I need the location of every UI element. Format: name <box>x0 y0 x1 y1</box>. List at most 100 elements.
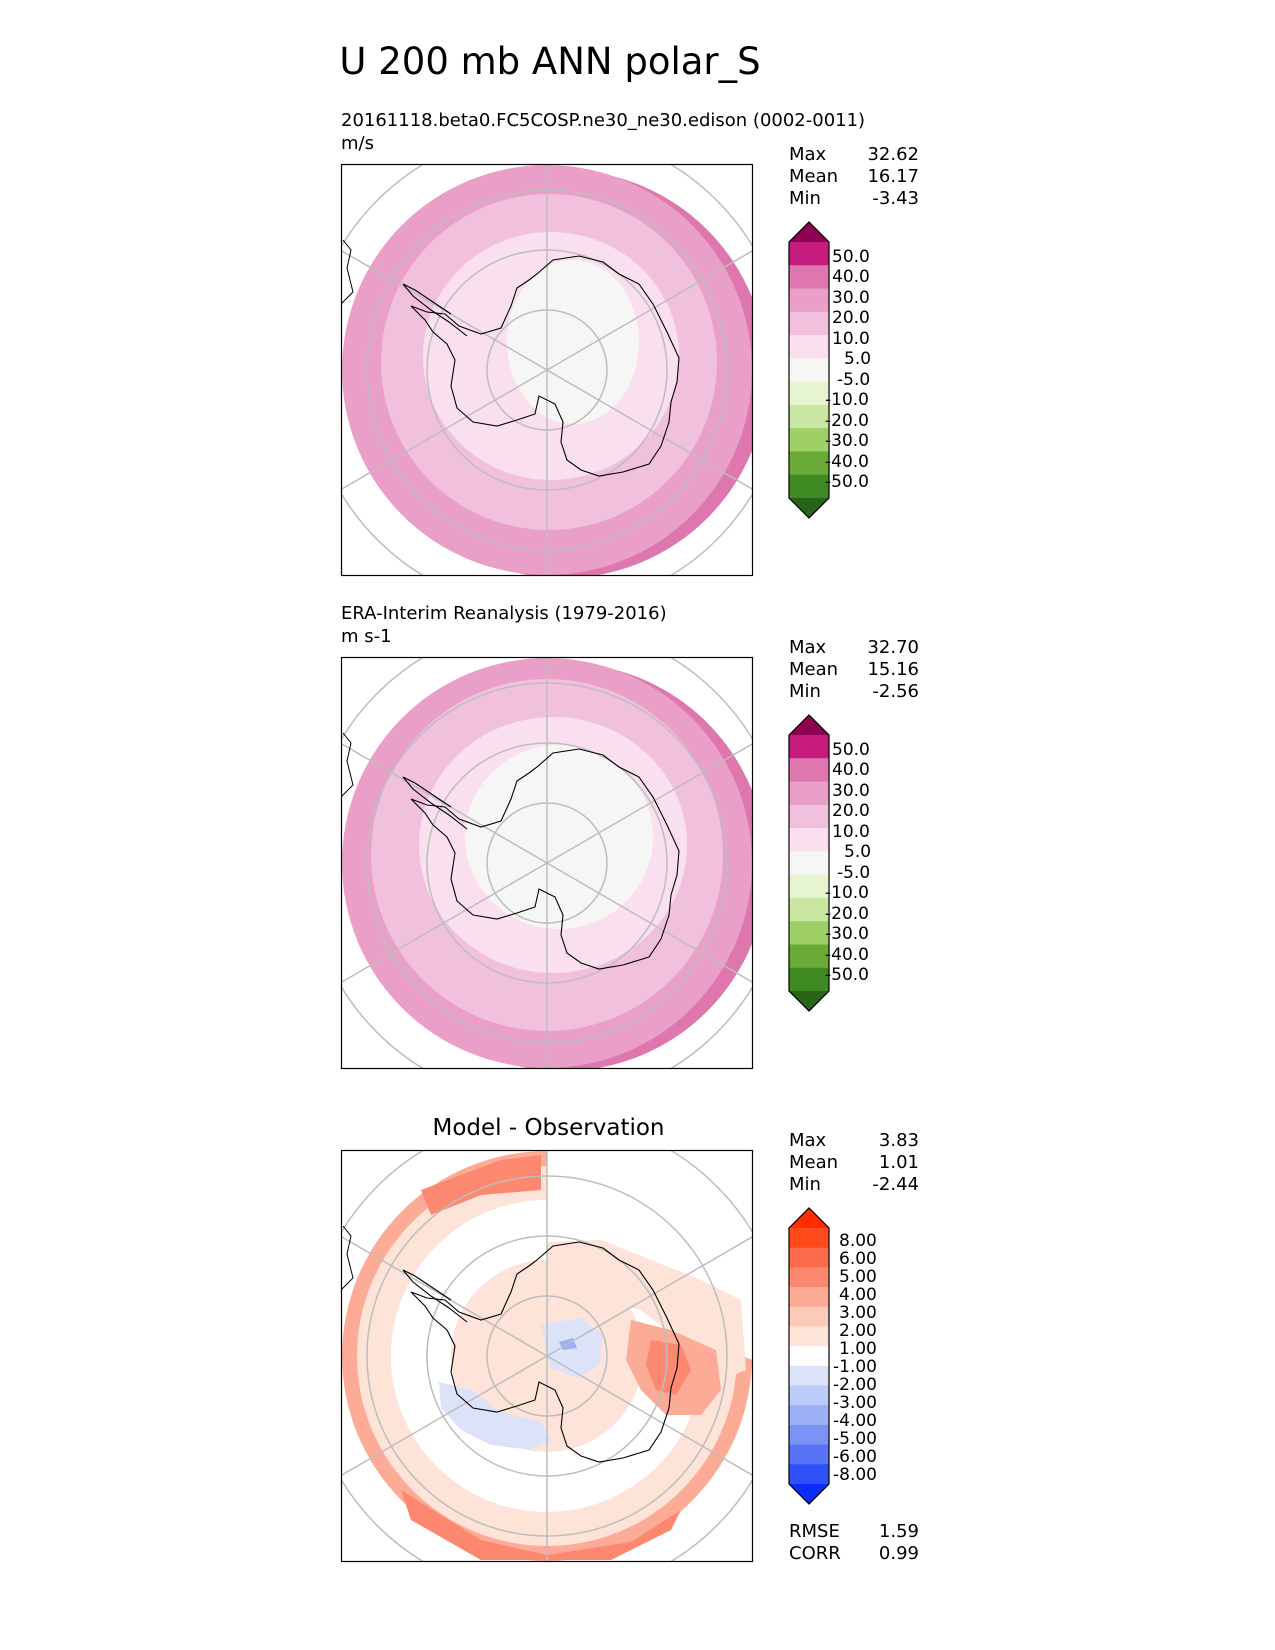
panel-3-heading: Model - Observation <box>432 1115 665 1141</box>
stat-label: Min <box>789 1174 821 1195</box>
colorbar-tick: 30.0 <box>832 288 870 308</box>
colorbar-tick: -10.0 <box>825 883 869 903</box>
stat-label: Mean <box>789 659 839 680</box>
colorbar-segment <box>789 1464 829 1485</box>
colorbar-tick: -50.0 <box>825 472 869 492</box>
panel-1-stats: Max 32.62 Mean 16.17 Min -3.43 <box>789 144 919 210</box>
metric-value: 1.59 <box>878 1521 919 1542</box>
colorbar-segment <box>789 1385 829 1406</box>
metric-value: 0.99 <box>878 1543 919 1564</box>
colorbar-tick: 20.0 <box>832 308 870 328</box>
colorbar-tick: 1.00 <box>839 1339 877 1359</box>
map-1-peninsula <box>402 283 468 337</box>
colorbar-tick: -4.00 <box>833 1411 877 1431</box>
colorbar-segment <box>789 474 829 499</box>
colorbar-segment <box>789 828 829 852</box>
panel-2-units: m s-1 <box>341 626 392 647</box>
map-2-coastline <box>410 748 680 970</box>
colorbar-tick: 20.0 <box>832 801 870 821</box>
colorbar-tick: 40.0 <box>832 760 870 780</box>
colorbar-segment <box>789 358 829 383</box>
colorbar-segment <box>789 1444 829 1465</box>
colorbar-extension-top <box>789 715 829 735</box>
colorbar-tick: -20.0 <box>825 904 869 924</box>
colorbar-tick: -5.00 <box>833 1429 877 1449</box>
colorbar-tick: -10.0 <box>825 390 869 410</box>
panel-3-metrics: RMSE 1.59 CORR 0.99 <box>789 1521 919 1565</box>
colorbar-segment <box>789 1228 829 1249</box>
stat-label: Mean <box>789 1152 839 1173</box>
colorbar-extension-bottom <box>789 1484 829 1504</box>
colorbar-segment <box>789 404 829 429</box>
colorbar-tick: -1.00 <box>833 1357 877 1377</box>
colorbar-extension-bottom <box>789 991 829 1011</box>
colorbar-segment <box>789 758 829 783</box>
colorbar-tick: -40.0 <box>825 945 869 965</box>
stat-value: 3.83 <box>878 1130 919 1151</box>
colorbar-segment <box>789 335 829 359</box>
colorbar-segment <box>789 735 829 759</box>
colorbar-outline <box>788 221 830 519</box>
colorbar-segment <box>789 1267 829 1288</box>
colorbar-segment <box>789 1306 829 1327</box>
colorbar-segment <box>789 921 829 945</box>
stat-value: 15.16 <box>867 659 919 680</box>
colorbar-tick: 40.0 <box>832 267 870 287</box>
stat-value: 1.01 <box>878 1152 919 1173</box>
colorbar-segment <box>789 311 829 336</box>
stat-label: Max <box>789 144 827 165</box>
colorbar-segment <box>789 874 829 899</box>
colorbar-segment <box>789 897 829 922</box>
colorbar-tick: -30.0 <box>825 431 869 451</box>
colorbar-segment <box>789 1365 829 1387</box>
map-1-band-near-zero <box>507 260 639 424</box>
colorbar-tick: -40.0 <box>825 452 869 472</box>
colorbar-segment <box>789 242 829 266</box>
figure-title: U 200 mb ANN polar_S <box>339 40 761 83</box>
map-3-south-america-tip <box>341 1225 354 1291</box>
colorbar-tick: -5.0 <box>837 370 871 390</box>
metric-label: CORR <box>789 1543 841 1564</box>
colorbar-tick: -50.0 <box>825 965 869 985</box>
colorbar-tick: 50.0 <box>832 740 870 760</box>
colorbar-segment <box>789 1424 829 1446</box>
panel-2-colorbar <box>788 714 830 1012</box>
colorbar-tick: 5.0 <box>844 349 872 369</box>
colorbar-tick: -6.00 <box>833 1447 877 1467</box>
colorbar-tick: 5.0 <box>844 842 872 862</box>
colorbar-segment <box>789 381 829 406</box>
colorbar-tick: -2.00 <box>833 1375 877 1395</box>
stat-value: -2.56 <box>872 681 919 702</box>
colorbar-tick: 6.00 <box>839 1249 877 1269</box>
panel-1-colorbar <box>788 221 830 519</box>
colorbar-tick: 30.0 <box>832 781 870 801</box>
stat-value: -2.44 <box>872 1174 919 1195</box>
colorbar-outline <box>788 1207 830 1505</box>
colorbar-segment <box>789 428 829 452</box>
stat-value: 32.70 <box>867 637 919 658</box>
colorbar-segment <box>789 1247 829 1268</box>
colorbar-segment <box>789 944 829 969</box>
colorbar-segment <box>789 451 829 476</box>
colorbar-tick: 50.0 <box>832 247 870 267</box>
panel-2-stats: Max 32.70 Mean 15.16 Min -2.56 <box>789 637 919 703</box>
panel-3-stats: Max 3.83 Mean 1.01 Min -2.44 <box>789 1130 919 1196</box>
panel-1-map <box>340 163 754 577</box>
map-3-peninsula <box>402 1269 468 1323</box>
stat-label: Min <box>789 681 821 702</box>
panel-1-heading: 20161118.beta0.FC5COSP.ne30_ne30.edison … <box>341 110 866 131</box>
colorbar-segment <box>789 967 829 992</box>
colorbar-segment <box>789 1326 829 1347</box>
stat-value: 32.62 <box>867 144 919 165</box>
colorbar-segment <box>789 1287 829 1308</box>
colorbar-tick: 2.00 <box>839 1321 877 1341</box>
colorbar-tick: -5.0 <box>837 863 871 883</box>
stat-label: Max <box>789 637 827 658</box>
colorbar-tick: 10.0 <box>832 329 870 349</box>
map-1-coastline <box>410 255 680 477</box>
map-3-northwest-band <box>421 1155 541 1215</box>
colorbar-segment <box>789 781 829 806</box>
colorbar-tick: 5.00 <box>839 1267 877 1287</box>
map-3-east-core <box>646 1340 691 1395</box>
colorbar-extension-top <box>789 1208 829 1228</box>
